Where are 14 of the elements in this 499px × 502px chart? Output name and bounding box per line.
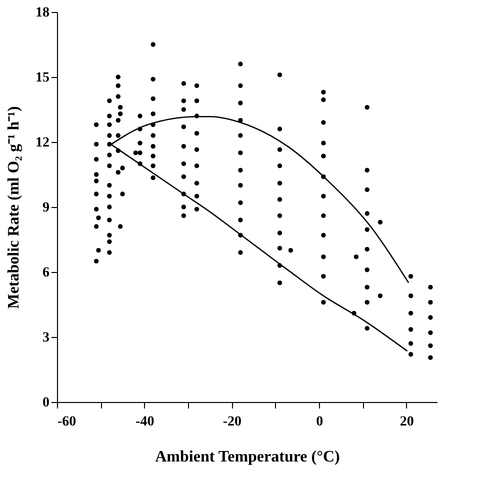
x-tick-label: -60 xyxy=(58,414,76,430)
x-tick-label: -40 xyxy=(136,414,154,430)
y-tick-label: 3 xyxy=(42,330,50,346)
x-tick-label: 0 xyxy=(316,414,324,430)
y-axis-title: Metabolic Rate (ml O₂ g⁻¹ h⁻¹) xyxy=(6,106,22,309)
x-axis-title: Ambient Temperature (°C) xyxy=(155,448,340,466)
x-tick-label: -20 xyxy=(222,414,242,430)
y-tick-label: 6 xyxy=(42,266,50,280)
y-tick-label: 15 xyxy=(36,70,50,86)
y-tick-label: 12 xyxy=(36,136,50,150)
y-tick-label: 9 xyxy=(42,200,50,216)
x-tick-label: 20 xyxy=(400,414,414,430)
y-tick-label: 0 xyxy=(42,396,50,410)
y-tick-label: 18 xyxy=(36,6,50,20)
